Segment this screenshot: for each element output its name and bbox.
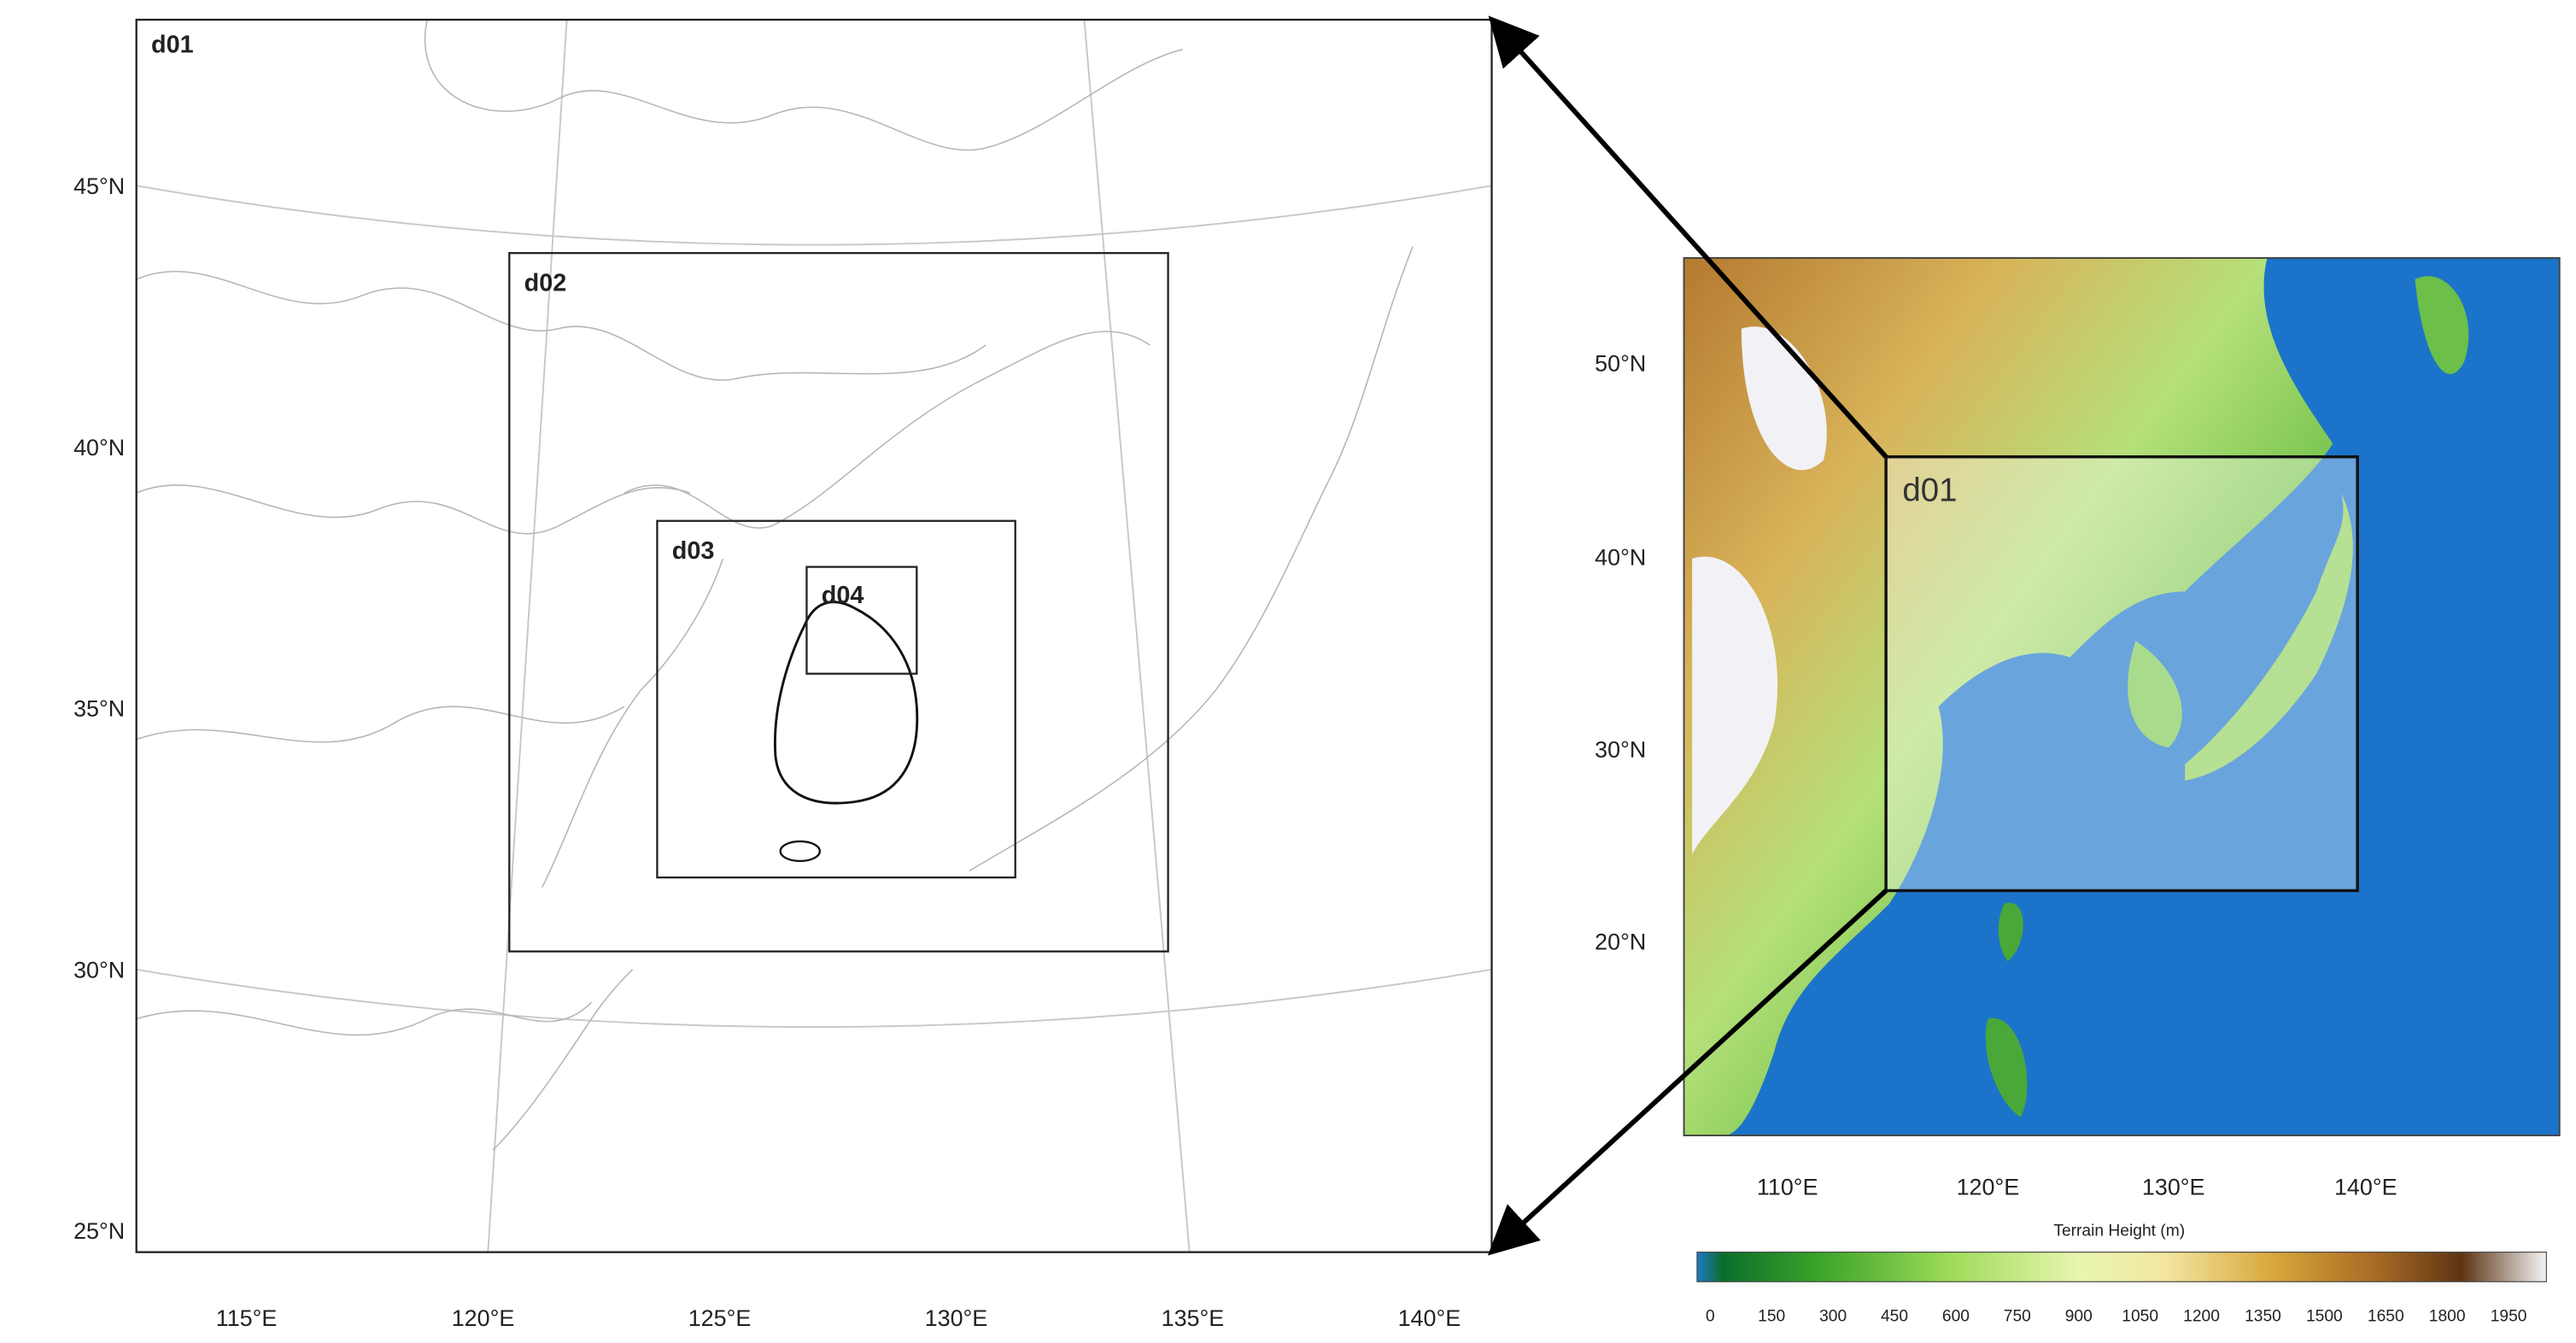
lat-label: 20°N xyxy=(1595,930,1646,955)
philippines xyxy=(1985,1018,2028,1117)
colorbar-title: Terrain Height (m) xyxy=(2053,1222,2185,1240)
domain-box xyxy=(508,252,1169,953)
high-terrain xyxy=(1741,326,1827,471)
arrow xyxy=(1488,15,1888,459)
domain-label: d04 xyxy=(822,582,864,609)
colorbar xyxy=(1696,1252,2547,1282)
colorbar-label: 1050 xyxy=(2122,1307,2158,1325)
border xyxy=(136,484,691,535)
korea xyxy=(2128,641,2182,748)
parallel xyxy=(136,185,1492,246)
arrow xyxy=(1487,888,1888,1256)
lon-label: 115°E xyxy=(216,1305,278,1331)
coast xyxy=(492,969,634,1151)
lon-label: 135°E xyxy=(1162,1305,1225,1331)
lon-label: 120°E xyxy=(452,1305,515,1331)
lat-label: 45°N xyxy=(73,173,125,199)
korea xyxy=(773,601,919,805)
map-background xyxy=(136,20,1492,1252)
colorbar-label: 900 xyxy=(2065,1307,2093,1325)
domain-box xyxy=(805,566,918,675)
colorbar-label: 1650 xyxy=(2368,1307,2404,1325)
land xyxy=(1683,257,2333,1136)
colorbar-label: 750 xyxy=(2004,1307,2031,1325)
domain-label: d02 xyxy=(524,269,567,296)
lon-label: 120°E xyxy=(1957,1174,2020,1199)
coast xyxy=(542,558,724,888)
map-frame xyxy=(1683,257,2561,1137)
domain-box xyxy=(656,519,1016,879)
meridian xyxy=(487,20,568,1252)
map-frame xyxy=(135,18,1493,1253)
colorbar-label: 1800 xyxy=(2429,1307,2466,1325)
domain-label: d01 xyxy=(1902,472,1957,509)
parallel xyxy=(136,968,1492,1029)
border xyxy=(424,19,1184,151)
colorbar-label: 1200 xyxy=(2183,1307,2220,1325)
jeju xyxy=(779,840,821,863)
meridian xyxy=(1083,19,1191,1252)
lon-label: 110°E xyxy=(1757,1174,1818,1199)
lon-label: 140°E xyxy=(1398,1305,1461,1331)
japan xyxy=(2185,493,2353,781)
colorbar-label: 1350 xyxy=(2245,1307,2281,1325)
domain-box xyxy=(1884,455,2359,893)
lon-label: 125°E xyxy=(688,1305,752,1331)
left-map: d01 d02 d03 d04 xyxy=(135,18,1493,1253)
colorbar-label: 150 xyxy=(1758,1307,1785,1325)
domain-label: d01 xyxy=(151,32,194,59)
lat-label: 30°N xyxy=(1595,737,1646,763)
colorbar-label: 600 xyxy=(1942,1307,1970,1325)
lon-label: 130°E xyxy=(2142,1174,2205,1199)
taiwan xyxy=(1998,902,2023,962)
lon-label: 130°E xyxy=(925,1305,988,1331)
colorbar-label: 0 xyxy=(1706,1307,1715,1325)
lat-label: 35°N xyxy=(73,696,125,722)
border xyxy=(136,1001,593,1036)
colorbar-label: 1500 xyxy=(2306,1307,2343,1325)
right-map: d01 Terrain Height (m) xyxy=(1683,257,2561,1282)
colorbar-label: 300 xyxy=(1819,1307,1847,1325)
lat-label: 30°N xyxy=(73,957,125,982)
domain-label: d03 xyxy=(672,537,715,565)
high-terrain xyxy=(1692,556,1778,855)
japan xyxy=(969,246,1414,872)
lat-label: 25°N xyxy=(73,1218,125,1244)
lat-label: 40°N xyxy=(1595,545,1646,571)
border xyxy=(136,706,625,743)
sakhalin xyxy=(2415,276,2469,374)
lon-label: 140°E xyxy=(2334,1174,2397,1199)
colorbar-label: 1950 xyxy=(2491,1307,2527,1325)
lat-label: 50°N xyxy=(1595,351,1646,377)
colorbar-label: 450 xyxy=(1881,1307,1908,1325)
lat-label: 40°N xyxy=(73,435,125,460)
coast xyxy=(624,331,1150,529)
border xyxy=(136,270,986,381)
